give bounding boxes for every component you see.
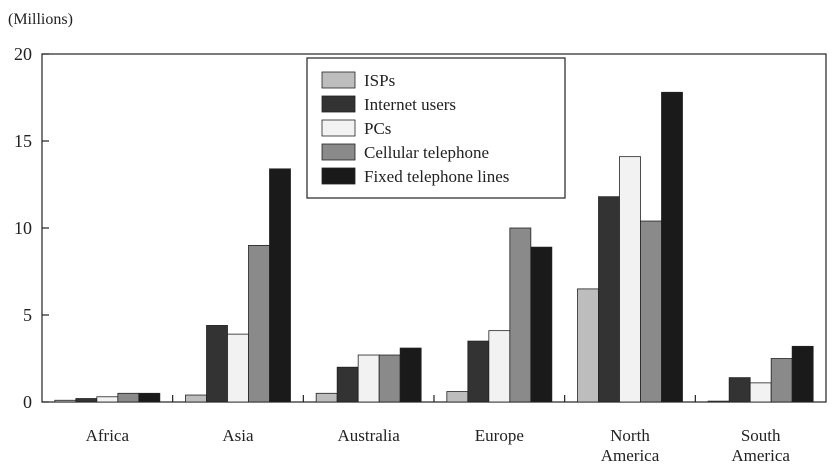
y-tick-label: 20 <box>14 44 32 64</box>
bar <box>467 340 490 403</box>
legend-item: PCs <box>321 119 391 138</box>
legend-label: ISPs <box>364 71 395 90</box>
bar <box>138 392 161 403</box>
legend-label: PCs <box>364 119 391 138</box>
legend-swatch <box>321 71 356 89</box>
y-tick-labels: 0 5 10 15 20 <box>14 44 32 412</box>
bar <box>530 246 553 403</box>
bar <box>357 354 380 403</box>
x-tick-label: Australia <box>338 426 401 445</box>
axes <box>41 53 827 403</box>
legend-item: Internet users <box>321 95 456 114</box>
legend-label: Fixed telephone lines <box>364 167 509 186</box>
x-tick-labels: Africa Asia Australia Europe NorthAmericaSou… <box>86 426 791 464</box>
legend-item: ISPs <box>321 71 395 90</box>
bar <box>206 325 228 403</box>
x-tick-label: America <box>601 446 660 464</box>
x-tick-label: North <box>610 426 650 445</box>
bar <box>54 399 77 403</box>
bar <box>577 288 599 403</box>
y-tick-label: 0 <box>23 392 32 412</box>
legend-label: Internet users <box>364 95 456 114</box>
legend-item: Fixed telephone lines <box>321 167 509 186</box>
legend-label: Cellular telephone <box>364 143 489 162</box>
bar <box>315 392 338 403</box>
bar <box>488 330 511 403</box>
bar-group-asia <box>185 168 291 403</box>
legend-swatch <box>321 143 356 161</box>
bar <box>378 354 401 403</box>
y-tick-label: 10 <box>14 218 32 238</box>
bar <box>96 396 119 403</box>
legend-swatch <box>321 95 356 113</box>
bar <box>399 347 422 403</box>
legend-item: Cellular telephone <box>321 143 489 162</box>
bar <box>661 91 683 403</box>
bar <box>707 400 730 403</box>
bar <box>749 382 772 403</box>
bar-group-africa <box>54 392 161 403</box>
legend: ISPs Internet users PCs Cellular telephone F… <box>306 57 566 199</box>
bar <box>619 156 641 403</box>
bar-group-south-america <box>707 345 814 403</box>
bar <box>728 377 751 403</box>
legend-swatch <box>321 167 356 185</box>
y-tick-label: 5 <box>23 305 32 325</box>
bar-group-europe <box>446 227 553 403</box>
y-tick-label: 15 <box>14 131 32 151</box>
bar <box>269 168 291 403</box>
x-tick-label: South <box>741 426 781 445</box>
x-tick-label: Asia <box>222 426 254 445</box>
bar-groups <box>54 91 814 403</box>
bar <box>770 358 793 403</box>
bar <box>598 196 620 403</box>
x-tick-label: America <box>731 446 790 464</box>
bar <box>791 345 814 403</box>
bar <box>117 392 140 403</box>
bar-group-north-america <box>577 91 683 403</box>
bar <box>248 244 270 403</box>
bar <box>640 220 662 403</box>
bar-group-australia <box>315 347 422 403</box>
y-unit-label: (Millions) <box>8 11 73 28</box>
x-tick-label: Africa <box>86 426 130 445</box>
bar <box>509 227 532 403</box>
bar <box>227 333 249 403</box>
bar <box>75 398 98 403</box>
bar <box>446 391 469 403</box>
bar <box>336 366 359 403</box>
x-tick-label: Europe <box>475 426 524 445</box>
legend-swatch <box>321 119 356 137</box>
bar <box>185 394 207 403</box>
